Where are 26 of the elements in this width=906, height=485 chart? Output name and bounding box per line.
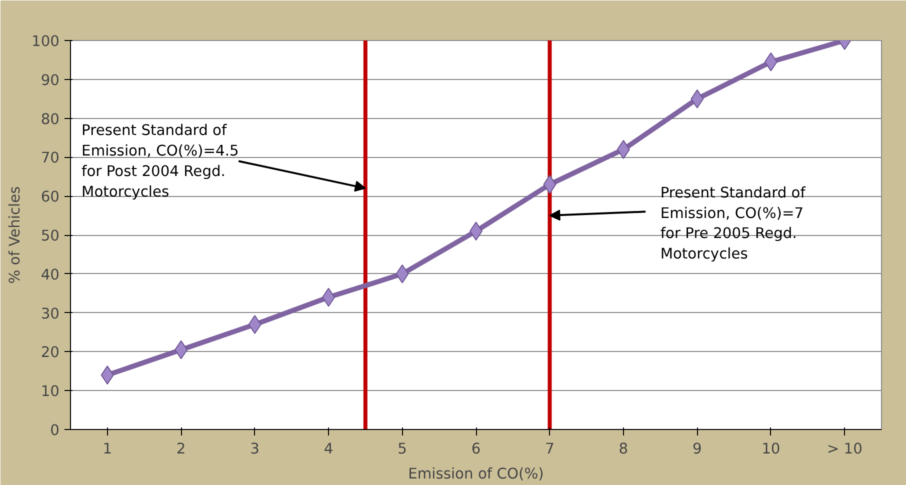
y-axis-title: % of Vehicles <box>6 186 24 284</box>
y-tick-label: 40 <box>40 266 60 284</box>
x-tick-label: > 10 <box>826 440 862 458</box>
x-tick-label: 5 <box>398 440 407 458</box>
x-tick-label: 3 <box>250 440 260 458</box>
y-tick-label: 70 <box>40 150 60 167</box>
x-tick-label: 10 <box>762 440 780 458</box>
annotation: Present Standard of Emission, CO(%)=4.5 for Post 2004 Regd. Motorcycles <box>82 122 239 200</box>
y-tick-label: 60 <box>40 188 60 206</box>
x-axis-title: Emission of CO(%) <box>408 466 544 482</box>
x-tick-label: 9 <box>692 440 702 458</box>
y-tick-label: 80 <box>40 110 60 128</box>
annotation: Present Standard of Emission, CO(%)=7 for Pre 2005 Regd. Motorcycles <box>660 184 806 263</box>
x-tick-label: 8 <box>618 440 628 458</box>
y-tick-label: 50 <box>40 228 60 244</box>
y-tick-label: 20 <box>40 344 60 362</box>
y-tick-label: 10 <box>40 383 60 400</box>
x-tick-label: 2 <box>176 440 186 458</box>
y-tick-label: 30 <box>40 305 60 322</box>
x-tick-label: 4 <box>324 440 334 458</box>
x-tick-label: 1 <box>102 440 112 458</box>
x-tick-label: 6 <box>471 440 481 458</box>
y-tick-label: 90 <box>40 72 60 89</box>
x-tick-label: 7 <box>545 440 554 458</box>
y-tick-label: 100 <box>32 33 60 50</box>
y-tick-label: 0 <box>50 422 60 439</box>
